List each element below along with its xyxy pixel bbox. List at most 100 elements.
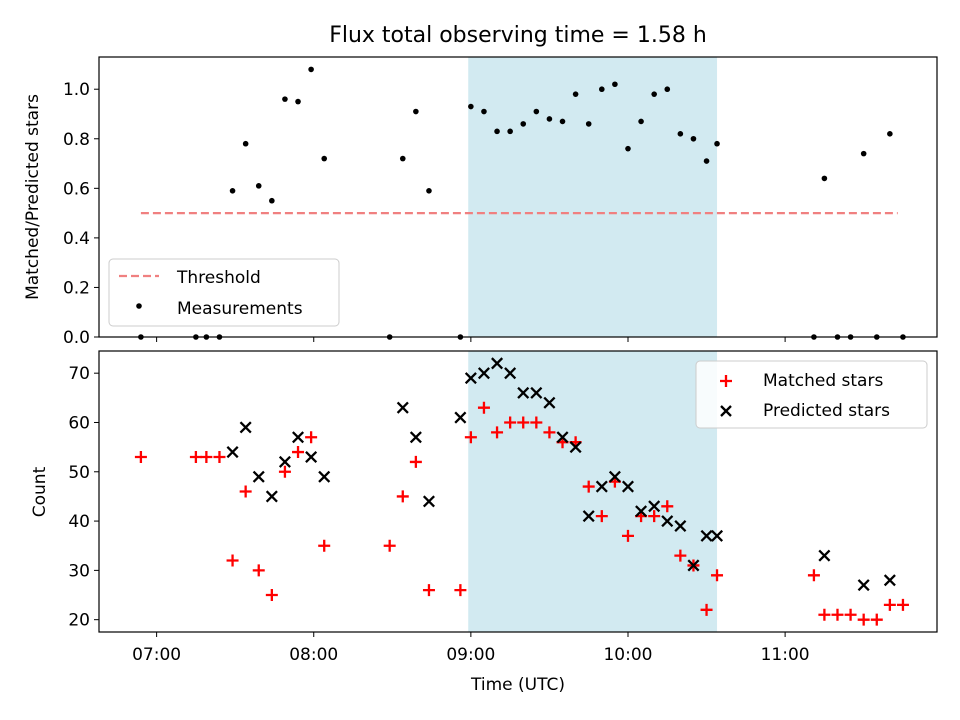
bottom-xtick-label: 09:00 <box>446 645 495 665</box>
legend-threshold-label: Threshold <box>176 268 261 288</box>
matched-star-point <box>711 569 724 582</box>
predicted-star-point <box>674 519 687 533</box>
matched-star-point <box>844 608 857 621</box>
measurement-point <box>533 108 540 115</box>
predicted-star-point <box>543 396 556 409</box>
top-legend: Threshold Measurements <box>108 258 340 327</box>
bottom-xtick-label: 08:00 <box>289 645 338 665</box>
matched-star-point <box>213 450 226 463</box>
chart-title: Flux total observing time = 1.58 h <box>329 23 707 48</box>
bottom-legend: Matched stars Predicted stars <box>695 360 928 429</box>
measurement-point <box>468 103 474 110</box>
predicted-star-point <box>711 529 724 542</box>
measurement-point <box>559 118 566 125</box>
measurement-point <box>714 140 720 147</box>
top-ylabel: Matched/Predicted stars <box>23 94 43 300</box>
measurement-point <box>507 128 513 135</box>
bottom-ytick-label: 50 <box>68 463 90 483</box>
bottom-xtick-label: 07:00 <box>132 645 181 665</box>
predicted-star-point <box>530 386 543 399</box>
measurement-point <box>703 158 710 164</box>
bottom-ylabel: Count <box>30 466 50 517</box>
measurement-point <box>308 66 314 73</box>
matched-star-point <box>674 549 687 562</box>
top-ytick-label: 0.0 <box>63 328 90 348</box>
predicted-star-point <box>265 490 278 503</box>
matched-star-point <box>305 431 318 444</box>
measurement-point <box>321 155 328 162</box>
matched-star-point <box>504 416 517 429</box>
predicted-star-point <box>700 529 713 542</box>
measurement-point <box>664 86 671 93</box>
bottom-ytick-label: 20 <box>68 611 90 631</box>
top-yticks: 0.0 0.2 0.4 0.6 0.8 1.0 <box>63 80 99 348</box>
predicted-star-point <box>582 510 595 523</box>
legend-predicted-label: Predicted stars <box>763 401 890 421</box>
predicted-star-point <box>278 455 291 468</box>
top-ytick-label: 0.4 <box>63 229 90 249</box>
matched-star-point <box>422 584 435 597</box>
matched-star-point <box>464 431 477 444</box>
top-xticks <box>156 337 786 342</box>
predicted-star-point <box>883 574 896 587</box>
top-panel: 0.0 0.2 0.4 0.6 0.8 1.0 Matched/Predicted sta… <box>23 56 938 348</box>
top-ytick-label: 1.0 <box>63 80 90 100</box>
matched-star-point <box>278 465 291 478</box>
bottom-shaded-interval <box>468 351 718 632</box>
measurement-point <box>651 91 657 97</box>
measurement-point <box>690 135 697 142</box>
bottom-axes-frame <box>98 350 938 633</box>
matched-star-point <box>200 450 213 463</box>
matched-star-point <box>265 589 278 602</box>
matched-star-point <box>870 613 883 626</box>
bottom-ytick-label: 70 <box>68 364 90 384</box>
matched-star-point <box>477 401 490 414</box>
matched-star-point <box>582 480 595 493</box>
measurement-point <box>572 91 579 97</box>
matched-star-point <box>831 608 844 621</box>
matched-star-point <box>383 539 396 552</box>
measurement-point <box>413 108 419 115</box>
measurement-point <box>625 145 631 152</box>
matched-star-point <box>661 500 674 513</box>
matched-star-point <box>318 539 331 552</box>
bottom-marks <box>134 357 909 626</box>
measurement-point <box>494 128 500 135</box>
predicted-star-point <box>252 470 265 483</box>
predicted-star-point <box>318 470 331 483</box>
measurement-point <box>612 81 618 88</box>
predicted-star-point <box>556 431 569 444</box>
matched-star-point <box>648 510 661 523</box>
measurement-point <box>585 121 592 127</box>
bottom-ytick-label: 40 <box>68 512 90 532</box>
predicted-star-point <box>857 579 870 592</box>
predicted-star-point <box>409 431 422 444</box>
bottom-ytick-label: 30 <box>68 561 90 581</box>
predicted-star-point <box>477 367 490 380</box>
matched-star-point <box>621 529 634 542</box>
measurement-point <box>399 155 406 162</box>
measurement-point <box>821 175 828 182</box>
matched-star-point <box>239 485 252 498</box>
bottom-xticks: 07:00 08:00 09:00 10:00 11:00 <box>132 632 810 665</box>
predicted-star-point <box>292 431 305 444</box>
measurement-point <box>638 118 644 125</box>
bottom-legend-box <box>695 360 928 429</box>
predicted-star-point <box>422 495 435 508</box>
predicted-star-point <box>648 500 661 513</box>
top-legend-box <box>108 258 340 327</box>
matched-star-point <box>896 598 909 611</box>
matched-star-point <box>595 510 608 523</box>
bottom-xlabel: Time (UTC) <box>470 675 565 695</box>
measurement-point <box>860 150 867 157</box>
predicted-star-point <box>464 372 477 385</box>
matched-star-point <box>252 564 265 577</box>
legend-measurements-label: Measurements <box>177 299 303 319</box>
legend-measurements-swatch <box>136 303 142 309</box>
predicted-star-point <box>396 401 409 414</box>
matched-star-point <box>396 490 409 503</box>
matched-star-point <box>226 554 239 567</box>
matched-star-point <box>700 603 713 616</box>
matched-star-point <box>454 584 467 597</box>
matched-star-point <box>543 426 556 439</box>
